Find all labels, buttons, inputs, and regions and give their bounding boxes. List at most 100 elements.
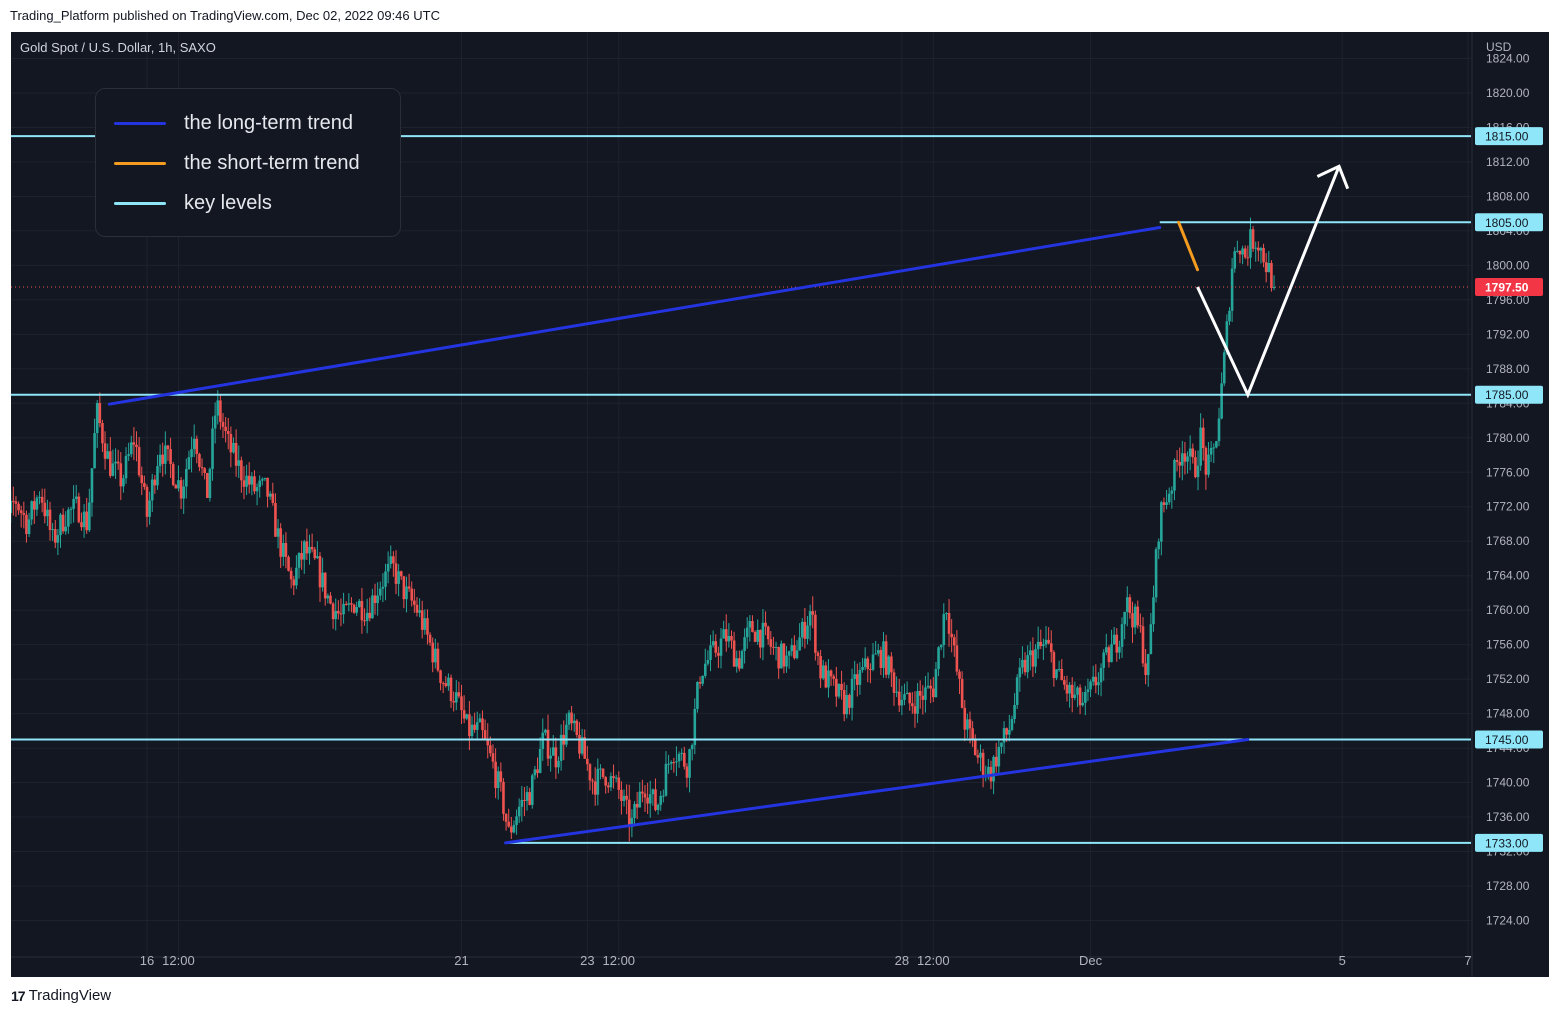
candle-body	[766, 626, 770, 640]
candle-body	[895, 691, 898, 693]
candle-body	[1123, 611, 1126, 625]
candle-body	[517, 806, 521, 817]
candle-body	[310, 546, 314, 550]
candle-body	[185, 469, 188, 487]
candle-body	[683, 752, 686, 767]
last-price-badge	[1475, 277, 1543, 296]
candle-body	[494, 761, 497, 789]
candle-body	[950, 633, 953, 638]
price-axis-background	[1473, 32, 1549, 977]
candle-body	[997, 746, 1001, 767]
price-tick-label: 1776.00	[1486, 465, 1530, 479]
candle-body	[17, 503, 20, 511]
candle-body	[719, 638, 723, 656]
time-tick-label: 28	[895, 953, 909, 968]
candle-body	[11, 500, 13, 513]
candle-body	[732, 640, 736, 667]
candle-body	[150, 479, 154, 501]
candle-body	[368, 612, 372, 619]
candle-body	[410, 588, 414, 601]
candle-body	[987, 766, 990, 775]
candle-body	[848, 695, 851, 708]
key-level-badge	[1475, 730, 1543, 749]
candle-body	[415, 604, 419, 613]
candle-body	[1257, 247, 1260, 251]
candle-body	[745, 627, 749, 638]
candle-body	[1063, 680, 1066, 685]
candle-body	[714, 641, 718, 653]
candle-body	[352, 604, 356, 613]
legend-swatch-key-levels	[114, 201, 166, 205]
candle-body	[829, 670, 833, 677]
candle-body	[1000, 742, 1003, 747]
candle-body	[292, 579, 296, 586]
candle-body	[932, 688, 935, 698]
candle-body	[945, 613, 948, 615]
candle-body	[329, 595, 332, 604]
candle-body	[903, 694, 906, 700]
candle-body	[604, 777, 607, 786]
candle-body	[245, 475, 248, 487]
candle-body	[211, 428, 214, 469]
candle-body	[635, 803, 639, 808]
candle-body	[879, 650, 883, 668]
candle-body	[499, 771, 503, 782]
candle-body	[738, 658, 741, 669]
candle-body	[321, 572, 324, 588]
tradingview-logo-icon: 17	[11, 987, 26, 1004]
candle-body	[489, 745, 492, 754]
candle-body	[546, 729, 550, 759]
candle-body	[1183, 453, 1187, 462]
candle-body	[418, 610, 421, 613]
candle-body	[436, 648, 440, 671]
candle-body	[992, 756, 995, 782]
candle-body	[1028, 650, 1032, 656]
candle-body	[654, 789, 657, 811]
candle-body	[1264, 262, 1268, 273]
candle-body	[250, 476, 254, 485]
candle-body	[428, 634, 432, 643]
candle-body	[93, 433, 96, 469]
legend-item-short-term: the short-term trend	[114, 143, 360, 183]
candle-body	[1052, 652, 1056, 679]
price-tick-label: 1764.00	[1486, 569, 1530, 583]
candle-body	[337, 611, 340, 614]
candle-body	[198, 453, 201, 467]
candle-body	[1049, 643, 1053, 653]
candle-body	[407, 586, 411, 589]
candle-body	[1194, 457, 1197, 478]
candle-body	[261, 479, 264, 481]
candle-body	[1230, 268, 1234, 311]
candle-body	[751, 621, 754, 632]
footer-brand[interactable]: 17 TradingView	[11, 987, 111, 1004]
candle-body	[966, 719, 969, 730]
candle-body	[882, 641, 885, 668]
candle-body	[19, 510, 23, 514]
candle-body	[122, 478, 125, 487]
candle-body	[1073, 694, 1077, 698]
candle-body	[297, 553, 301, 568]
candle-body	[344, 603, 348, 605]
candle-body	[638, 791, 642, 808]
candle-body	[777, 647, 780, 669]
candle-body	[43, 502, 47, 517]
candle-body	[646, 797, 649, 804]
candle-body	[743, 637, 746, 652]
candle-body	[1036, 641, 1040, 650]
time-tick-label: 21	[454, 953, 468, 968]
candle-body	[74, 496, 78, 500]
candle-body	[237, 460, 241, 466]
candle-body	[132, 442, 136, 445]
chart-frame[interactable]: USD1724.001728.001732.001736.001740.0017…	[11, 32, 1549, 977]
candle-body	[32, 501, 36, 510]
candle-body	[192, 438, 196, 450]
candle-body	[620, 789, 623, 801]
candle-body	[27, 519, 31, 534]
price-chart[interactable]: USD1724.001728.001732.001736.001740.0017…	[11, 32, 1549, 977]
candle-body	[240, 460, 243, 481]
candle-body	[976, 755, 980, 758]
candle-body	[740, 651, 744, 669]
time-axis: 16 12:00 21 23 12:00 28 12:00 Dec 5 7	[140, 953, 1472, 968]
price-tick-label: 1748.00	[1486, 707, 1530, 721]
trend-line-short	[1177, 220, 1200, 272]
